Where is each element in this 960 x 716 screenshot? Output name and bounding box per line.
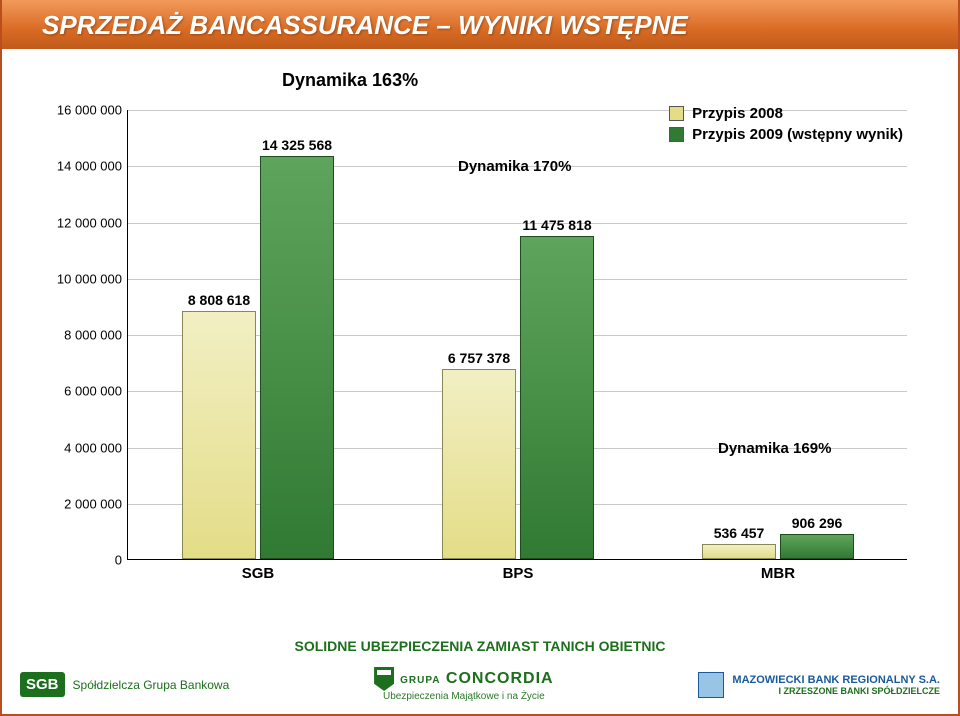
bar-2009: 11 475 818 (520, 236, 594, 559)
bar-2009: 14 325 568 (260, 156, 334, 559)
y-tick-label: 8 000 000 (64, 328, 122, 343)
y-tick-label: 0 (115, 553, 122, 568)
annotation: Dynamika 169% (718, 440, 831, 457)
footer-slogan: SOLIDNE UBEZPIECZENIA ZAMIAST TANICH OBI… (2, 638, 958, 654)
sgb-badge: SGB (20, 672, 65, 697)
bank-icon (698, 672, 724, 698)
mbr-line2: I ZRZESZONE BANKI SPÓŁDZIELCZE (732, 686, 940, 696)
bar-value-label: 11 475 818 (522, 217, 591, 233)
page-title: SPRZEDAŻ BANCASSURANCE – WYNIKI WSTĘPNE (42, 10, 688, 40)
bar-value-label: 8 808 618 (188, 292, 250, 308)
bar-value-label: 536 457 (714, 525, 765, 541)
footer-logos: SGB Spółdzielcza Grupa Bankowa GRUPA CON… (2, 657, 958, 712)
category-label: MBR (761, 565, 795, 582)
sgb-text: Spółdzielcza Grupa Bankowa (73, 678, 230, 692)
concordia-sub: Ubezpieczenia Majątkowe i na Życie (374, 691, 554, 702)
logo-concordia: GRUPA CONCORDIA Ubezpieczenia Majątkowe … (374, 667, 554, 702)
plot-area: 02 000 0004 000 0006 000 0008 000 00010 … (127, 110, 907, 560)
title-bar: SPRZEDAŻ BANCASSURANCE – WYNIKI WSTĘPNE (2, 0, 958, 52)
y-tick-label: 10 000 000 (57, 271, 122, 286)
logo-sgb: SGB Spółdzielcza Grupa Bankowa (20, 672, 229, 697)
chart: 0 2 000 000 4 000 000 6 000 000 8 000 000 10 … (42, 110, 922, 600)
y-tick-label: 4 000 000 (64, 440, 122, 455)
concordia-prefix: GRUPA (400, 675, 440, 686)
category-label: BPS (503, 565, 534, 582)
y-tick-label: 14 000 000 (57, 159, 122, 174)
legend-label-2008: Przypis 2008 (692, 105, 783, 122)
annotation: Dynamika 170% (458, 158, 571, 175)
bar-value-label: 906 296 (792, 515, 843, 531)
y-tick-label: 12 000 000 (57, 215, 122, 230)
y-tick-label: 2 000 000 (64, 496, 122, 511)
mbr-line1: MAZOWIECKI BANK REGIONALNY S.A. (732, 674, 940, 686)
legend-swatch-2009 (669, 127, 684, 142)
concordia-name: CONCORDIA (446, 670, 554, 687)
legend-swatch-2008 (669, 106, 684, 121)
grid-line (128, 279, 907, 280)
y-tick-label: 6 000 000 (64, 384, 122, 399)
bar-value-label: 14 325 568 (262, 137, 332, 153)
grid-line (128, 223, 907, 224)
legend-label-2009: Przypis 2009 (wstępny wynik) (692, 126, 903, 143)
bar-2008: 536 457 (702, 544, 776, 559)
bar-2008: 6 757 378 (442, 369, 516, 559)
bar-2008: 8 808 618 (182, 311, 256, 559)
subtitle: Dynamika 163% (282, 70, 418, 91)
category-label: SGB (242, 565, 275, 582)
y-tick-label: 16 000 000 (57, 103, 122, 118)
bar-2009: 906 296 (780, 534, 854, 559)
legend-item-2008: Przypis 2008 (669, 105, 903, 122)
bar-value-label: 6 757 378 (448, 350, 510, 366)
logo-mbr: MAZOWIECKI BANK REGIONALNY S.A. I ZRZESZ… (698, 672, 940, 698)
shield-icon (374, 667, 394, 691)
legend-item-2009: Przypis 2009 (wstępny wynik) (669, 126, 903, 143)
legend: Przypis 2008 Przypis 2009 (wstępny wynik… (669, 105, 903, 147)
